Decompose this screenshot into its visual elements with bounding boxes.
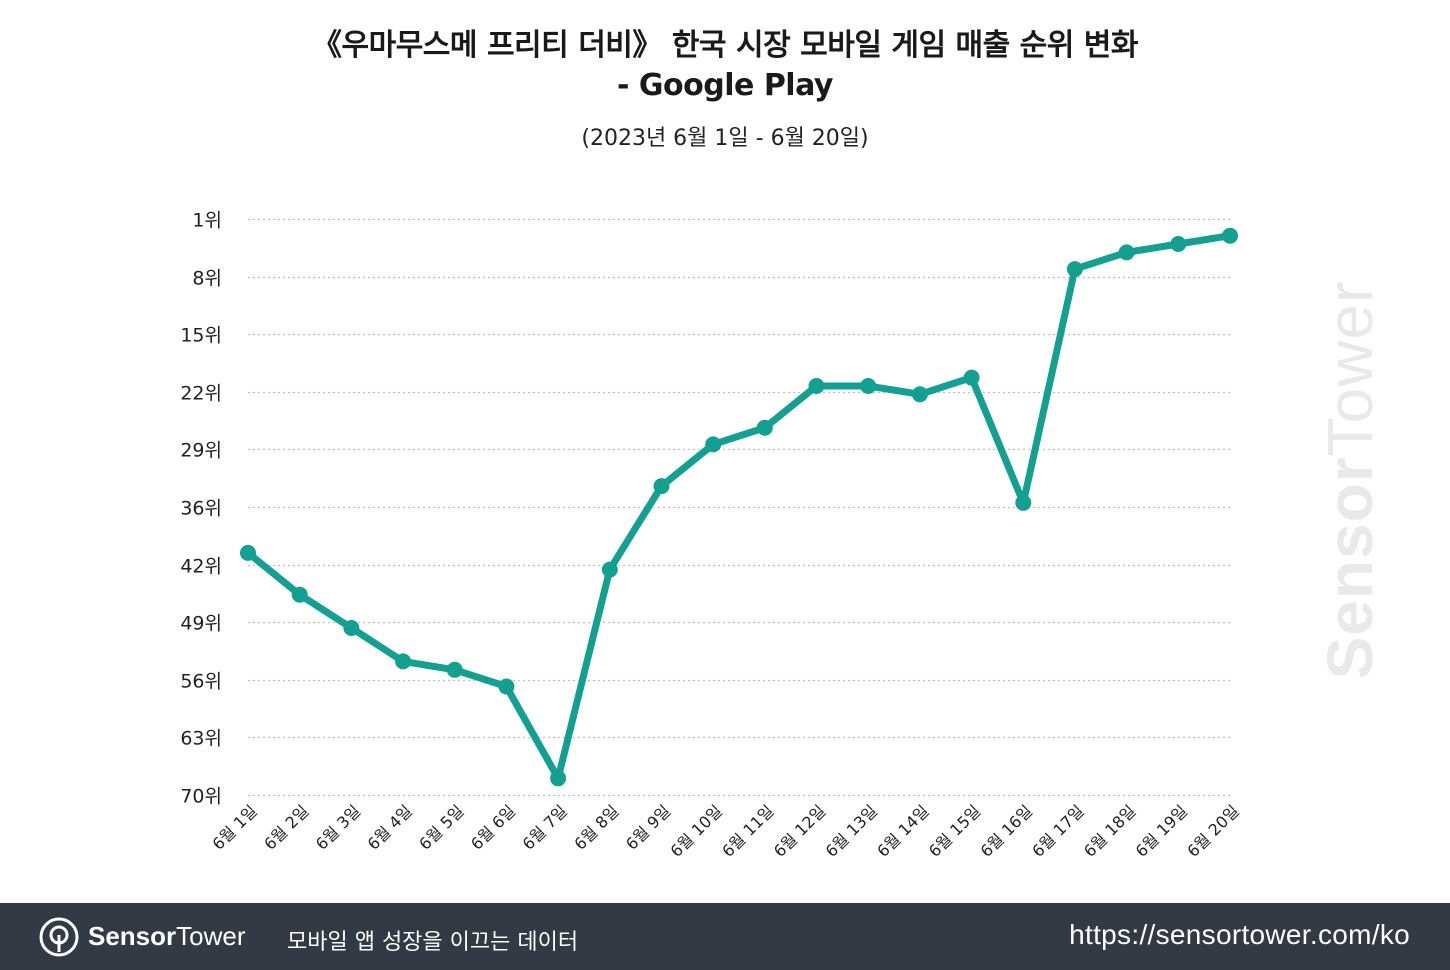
x-tick-label: 6월 20일 xyxy=(1183,801,1242,860)
data-point xyxy=(1118,244,1135,261)
y-tick-label: 29위 xyxy=(180,440,222,462)
data-point xyxy=(911,386,928,403)
x-tick-label: 6월 14일 xyxy=(873,801,932,860)
y-tick-label: 70위 xyxy=(180,786,222,808)
x-tick-label: 6월 4일 xyxy=(364,801,416,853)
y-axis-labels: 1위 8위 15위 22위 29위 36위 42위 49위 56위 63위 70위 xyxy=(180,210,222,808)
data-point xyxy=(653,478,670,495)
chart-title-line2: - Google Play xyxy=(617,68,833,103)
footer-url-link[interactable]: https://sensortower.com/ko xyxy=(1069,919,1410,950)
x-tick-label: 6월 15일 xyxy=(925,801,984,860)
x-axis-labels: 6월 1일 6월 2일 6월 3일 6월 4일 6월 5일 6월 6일 6월 7일 6월 8일… xyxy=(209,801,1243,860)
x-tick-label: 6월 8일 xyxy=(570,801,622,853)
data-point xyxy=(963,369,980,386)
x-tick-label: 6월 9일 xyxy=(622,801,674,853)
data-point xyxy=(1222,227,1238,244)
footer-brand-part1: Sensor xyxy=(88,921,177,951)
data-point xyxy=(240,544,256,561)
x-tick-label: 6월 16일 xyxy=(977,801,1036,860)
y-tick-label: 1위 xyxy=(192,210,222,232)
footer-tagline: 모바일 앱 성장을 이끄는 데이터 xyxy=(287,930,579,955)
data-point xyxy=(756,419,773,436)
x-tick-label: 6월 17일 xyxy=(1028,801,1087,860)
x-tick-label: 6월 12일 xyxy=(770,801,829,860)
footer-brand-part2: Tower xyxy=(176,921,246,951)
data-point xyxy=(1066,261,1083,278)
data-point xyxy=(808,378,825,394)
chart-subtitle: (2023년 6월 1일 - 6월 20일) xyxy=(581,126,869,151)
data-point xyxy=(446,661,463,678)
x-tick-label: 6월 19일 xyxy=(1132,801,1191,860)
x-tick-label: 6월 13일 xyxy=(822,801,881,860)
data-point xyxy=(860,378,877,394)
y-tick-label: 42위 xyxy=(180,556,222,578)
data-point xyxy=(1015,494,1032,511)
y-tick-label: 22위 xyxy=(180,383,222,405)
data-point xyxy=(291,586,308,603)
data-point xyxy=(550,770,567,787)
series-points xyxy=(240,227,1238,787)
x-tick-label: 6월 7일 xyxy=(519,801,571,853)
chart-title-line1: 《우마무스메 프리티 더비》 한국 시장 모바일 게임 매출 순위 변화 xyxy=(312,28,1139,63)
x-tick-label: 6월 1일 xyxy=(209,801,261,853)
x-tick-label: 6월 5일 xyxy=(415,801,467,853)
x-tick-label: 6월 18일 xyxy=(1080,801,1139,860)
series-line xyxy=(244,232,1234,782)
x-tick-label: 6월 3일 xyxy=(312,801,364,853)
y-tick-label: 8위 xyxy=(192,268,222,290)
y-tick-label: 49위 xyxy=(180,613,222,635)
footer-bar: SensorTower 모바일 앱 성장을 이끄는 데이터 https://se… xyxy=(0,903,1450,970)
sensortower-logo-icon xyxy=(39,917,79,957)
data-point xyxy=(1170,236,1187,252)
footer-brand: SensorTower xyxy=(88,921,246,952)
x-tick-label: 6월 11일 xyxy=(718,801,777,860)
y-tick-label: 15위 xyxy=(180,325,222,347)
y-tick-label: 63위 xyxy=(180,728,222,750)
data-point xyxy=(705,436,722,453)
y-tick-label: 56위 xyxy=(180,671,222,693)
x-tick-label: 6월 2일 xyxy=(260,801,312,853)
x-tick-label: 6월 10일 xyxy=(667,801,726,860)
y-tick-label: 36위 xyxy=(180,498,222,520)
data-point xyxy=(343,620,360,636)
data-point xyxy=(601,561,618,578)
data-point xyxy=(395,653,412,670)
gridlines xyxy=(248,218,1230,797)
x-tick-label: 6월 6일 xyxy=(467,801,519,853)
data-point xyxy=(498,678,515,695)
